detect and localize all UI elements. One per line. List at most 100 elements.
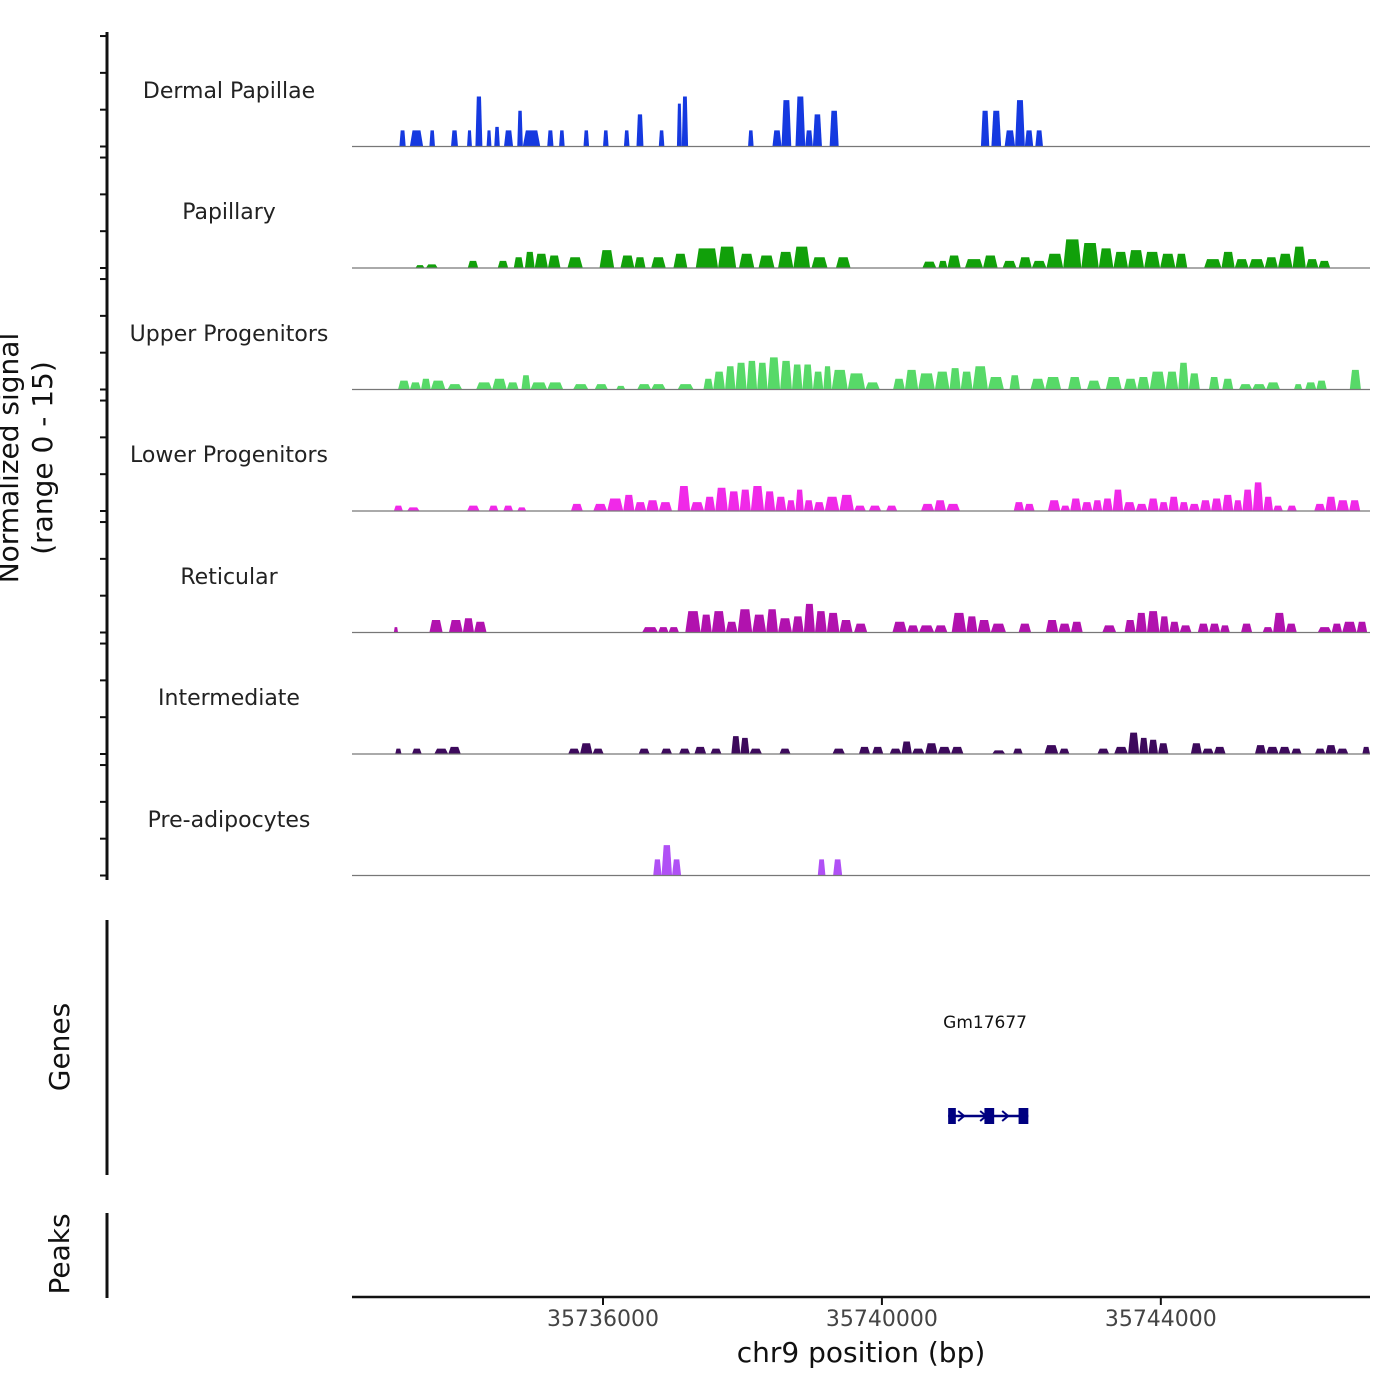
signal-peak — [1081, 502, 1093, 511]
signal-peak — [1123, 378, 1138, 390]
signal-peak — [1349, 369, 1361, 390]
signal-peak — [677, 384, 694, 390]
signal-tracks — [352, 96, 1370, 877]
y-axis-title-line1: Normalized signal — [0, 332, 25, 584]
signal-peak — [395, 748, 402, 754]
signal-peak — [778, 618, 792, 633]
signal-peak — [1123, 502, 1136, 511]
signal-peak — [429, 620, 443, 633]
signal-peak — [758, 255, 775, 268]
signal-peak — [1188, 503, 1200, 511]
signal-peak — [660, 748, 673, 754]
signal-peak — [494, 126, 500, 147]
signal-peak — [826, 612, 840, 633]
gene-exon — [1018, 1108, 1029, 1124]
signal-peak — [398, 380, 410, 390]
signal-peak — [1362, 746, 1370, 754]
signal-peak — [937, 746, 951, 754]
track-label: Dermal Papillae — [142, 78, 316, 104]
signal-peak — [823, 366, 832, 390]
signal-peak — [658, 130, 665, 147]
signal-peak — [775, 496, 787, 511]
signal-peak — [700, 614, 712, 633]
signal-peak — [1059, 748, 1070, 754]
signal-peak — [1063, 239, 1082, 268]
signal-peak — [854, 623, 868, 633]
signal-peak — [715, 487, 728, 511]
track-4 — [352, 603, 1370, 634]
signal-peak — [421, 378, 431, 390]
signal-peak — [1113, 251, 1129, 268]
signal-peak — [1336, 748, 1349, 754]
signal-peak — [568, 748, 581, 754]
signal-peak — [1128, 732, 1140, 754]
signal-peak — [812, 114, 822, 147]
signal-peak — [1097, 748, 1110, 754]
signal-peak — [1135, 612, 1147, 633]
signal-peak — [1148, 739, 1159, 754]
signal-peak — [980, 110, 990, 147]
signal-peak — [1013, 502, 1025, 511]
signal-peak — [865, 382, 880, 390]
signal-peak — [1149, 371, 1166, 390]
signal-peak — [695, 248, 719, 268]
signal-peak — [812, 371, 824, 390]
signal-peak — [983, 255, 998, 268]
signal-peak — [704, 496, 716, 511]
signal-peak — [407, 507, 420, 511]
signal-peak — [594, 384, 608, 390]
signal-peak — [1160, 253, 1176, 268]
signal-peak — [814, 611, 827, 633]
signal-peak — [918, 373, 935, 390]
signal-peak — [1285, 623, 1297, 633]
signal-peak — [492, 378, 507, 390]
signal-peak — [1266, 382, 1281, 390]
signal-peak — [767, 357, 781, 390]
signal-peak — [1112, 489, 1124, 511]
signal-peak — [1158, 743, 1169, 754]
signal-peak — [892, 621, 908, 633]
signal-peak — [1070, 621, 1083, 633]
x-tick-label: 35740000 — [825, 1307, 938, 1332]
gene-label: Gm17677 — [943, 1013, 1027, 1033]
signal-peak — [1314, 503, 1326, 511]
signal-peak — [1044, 745, 1059, 754]
signal-peak — [530, 382, 548, 390]
signal-peak — [513, 257, 524, 268]
signal-peak — [737, 609, 753, 633]
signal-peak — [1018, 623, 1032, 633]
signal-peak — [738, 253, 755, 268]
signal-peak — [703, 378, 714, 390]
signal-peak — [1137, 377, 1150, 390]
signal-peak — [634, 502, 647, 511]
signal-peak — [1278, 746, 1291, 754]
signal-peak — [1325, 496, 1337, 511]
signal-peak — [748, 130, 754, 147]
signal-peak — [393, 505, 403, 511]
signal-peak — [831, 369, 848, 390]
signal-peak — [780, 360, 792, 390]
signal-peak — [603, 130, 609, 147]
signal-peak — [1046, 253, 1064, 268]
signal-peak — [1222, 494, 1234, 511]
x-tick-label: 35736000 — [547, 1307, 659, 1332]
signal-peak — [904, 369, 919, 390]
signal-peak — [1252, 384, 1267, 390]
track-3 — [352, 482, 1370, 512]
signal-peak — [1356, 621, 1368, 633]
signal-peak — [791, 616, 804, 633]
signal-peak — [817, 859, 826, 876]
signal-peak — [1060, 505, 1071, 511]
signal-peak — [803, 603, 815, 633]
signal-peak — [1070, 498, 1082, 511]
signal-peak — [949, 368, 961, 390]
signal-peak — [1139, 737, 1149, 754]
signal-peak — [1147, 498, 1159, 511]
signal-peak — [646, 500, 659, 511]
signal-peak — [1045, 620, 1059, 633]
signal-peak — [1305, 259, 1319, 268]
gene-track — [948, 1108, 1029, 1124]
signal-peak — [1105, 377, 1122, 390]
signal-peak — [987, 377, 1004, 390]
track-2 — [352, 357, 1370, 391]
